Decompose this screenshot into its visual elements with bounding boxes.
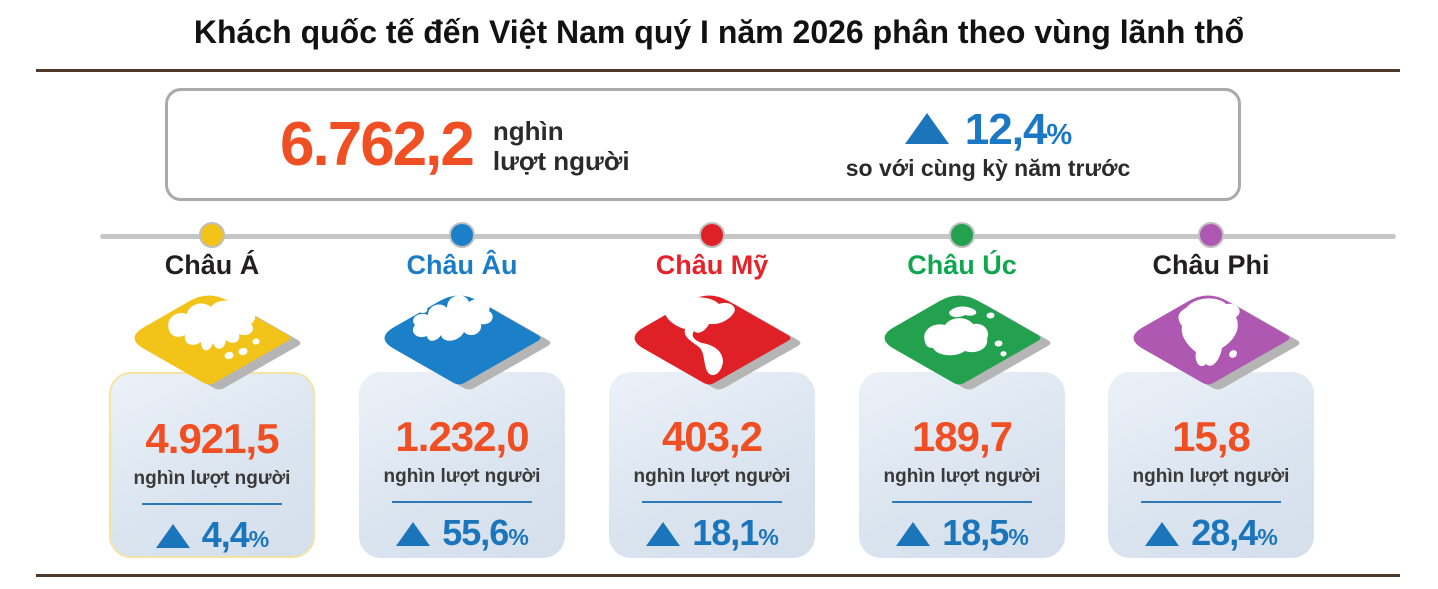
card-divider-line bbox=[142, 503, 282, 505]
region-card-americas: 403,2 nghìn lượt người 18,1% bbox=[609, 372, 815, 558]
europe-diamond-icon bbox=[384, 295, 551, 390]
total-value: 6.762,2 bbox=[280, 110, 475, 179]
region-change-value: 18,5% bbox=[942, 512, 1029, 553]
page-title: Khách quốc tế đến Việt Nam quý I năm 202… bbox=[193, 14, 1245, 50]
region-column-americas: Châu Mỹ 403,2 nghìn lượt người 18,1% bbox=[587, 220, 837, 565]
region-label-oceania: Châu Úc bbox=[907, 250, 1017, 280]
region-change-row: 18,1% bbox=[646, 512, 779, 553]
region-column-oceania: Châu Úc 189,7 nghìn lượt người 18,5% bbox=[837, 220, 1087, 565]
total-change-row: 12,4% bbox=[904, 104, 1072, 154]
africa-map-silhouette bbox=[1178, 298, 1240, 367]
up-triangle-icon bbox=[896, 522, 931, 546]
region-unit-label: nghìn lượt người bbox=[133, 468, 291, 489]
percent-sign: % bbox=[1008, 524, 1028, 550]
card-divider-line bbox=[392, 501, 532, 503]
region-value: 189,7 bbox=[911, 413, 1013, 460]
timeline-dot-americas bbox=[699, 222, 725, 248]
region-card-oceania: 189,7 nghìn lượt người 18,5% bbox=[859, 372, 1065, 558]
region-column-asia: Châu Á 4.921,5 nghìn lượt người 4,4% bbox=[87, 220, 337, 565]
card-divider-line bbox=[1141, 501, 1281, 503]
region-change-value: 28,4% bbox=[1191, 512, 1278, 553]
region-unit-label: nghìn lượt người bbox=[1132, 466, 1290, 487]
total-unit-line2: lượt người bbox=[492, 145, 630, 176]
region-change-value: 4,4% bbox=[201, 514, 270, 555]
up-triangle-icon bbox=[396, 522, 431, 546]
card-divider-line bbox=[642, 501, 782, 503]
asia-diamond-icon bbox=[134, 295, 301, 390]
region-label-europe: Châu Âu bbox=[406, 250, 518, 280]
up-triangle-icon bbox=[1145, 522, 1180, 546]
region-card-europe: 1.232,0 nghìn lượt người 55,6% bbox=[359, 372, 565, 558]
timeline-dot-asia bbox=[199, 222, 225, 248]
total-unit-line1: nghìn bbox=[492, 116, 564, 147]
card-divider-line bbox=[892, 501, 1032, 503]
region-card-asia: 4.921,5 nghìn lượt người 4,4% bbox=[109, 372, 315, 558]
total-summary-panel: 6.762,2 nghìn lượt người 12,4% so với cù… bbox=[165, 88, 1241, 201]
region-column-africa: Châu Phi 15,8 nghìn lượt người 28,4% bbox=[1086, 220, 1336, 565]
region-unit-label: nghìn lượt người bbox=[883, 466, 1041, 487]
total-unit-label: nghìn lượt người bbox=[493, 113, 630, 175]
region-change-row: 18,5% bbox=[896, 512, 1029, 553]
americas-diamond-icon bbox=[634, 295, 801, 390]
top-divider-line bbox=[36, 69, 1400, 72]
region-unit-label: nghìn lượt người bbox=[633, 466, 791, 487]
total-change-value: 12,4% bbox=[964, 104, 1072, 154]
asia-map-silhouette bbox=[168, 300, 260, 360]
americas-map-silhouette bbox=[664, 297, 735, 376]
percent-sign: % bbox=[508, 524, 528, 550]
region-change-value: 55,6% bbox=[442, 512, 529, 553]
up-triangle-icon bbox=[155, 524, 190, 548]
timeline-line bbox=[100, 234, 1396, 239]
region-value: 403,2 bbox=[661, 413, 763, 460]
total-value-group: 6.762,2 nghìn lượt người bbox=[280, 91, 630, 198]
up-triangle-icon bbox=[904, 112, 949, 144]
region-change-row: 28,4% bbox=[1145, 512, 1278, 553]
bottom-divider-line bbox=[36, 574, 1400, 577]
region-value: 1.232,0 bbox=[395, 413, 529, 460]
region-change-value: 18,1% bbox=[692, 512, 779, 553]
timeline-dot-africa bbox=[1198, 222, 1224, 248]
percent-sign: % bbox=[248, 526, 269, 552]
region-label-asia: Châu Á bbox=[164, 250, 260, 280]
region-label-africa: Châu Phi bbox=[1152, 250, 1270, 280]
percent-sign: % bbox=[1257, 524, 1277, 550]
europe-map-silhouette bbox=[412, 295, 493, 341]
oceania-map-silhouette bbox=[924, 306, 1007, 357]
region-value: 15,8 bbox=[1172, 413, 1251, 460]
region-label-americas: Châu Mỹ bbox=[655, 250, 769, 280]
region-column-europe: Châu Âu 1.232,0 nghìn lượt người 55,6% bbox=[337, 220, 587, 565]
timeline-dot-europe bbox=[449, 222, 475, 248]
percent-sign: % bbox=[1046, 118, 1072, 151]
region-unit-label: nghìn lượt người bbox=[383, 466, 541, 487]
region-change-row: 55,6% bbox=[396, 512, 529, 553]
up-triangle-icon bbox=[646, 522, 681, 546]
region-value: 4.921,5 bbox=[145, 415, 279, 462]
percent-sign: % bbox=[758, 524, 778, 550]
total-change-group: 12,4% so với cùng kỳ năm trước bbox=[768, 91, 1208, 198]
total-change-caption: so với cùng kỳ năm trước bbox=[845, 154, 1131, 181]
region-change-row: 4,4% bbox=[155, 514, 270, 555]
oceania-diamond-icon bbox=[884, 295, 1051, 390]
timeline-dot-oceania bbox=[949, 222, 975, 248]
africa-diamond-icon bbox=[1133, 295, 1300, 390]
region-card-africa: 15,8 nghìn lượt người 28,4% bbox=[1108, 372, 1314, 558]
